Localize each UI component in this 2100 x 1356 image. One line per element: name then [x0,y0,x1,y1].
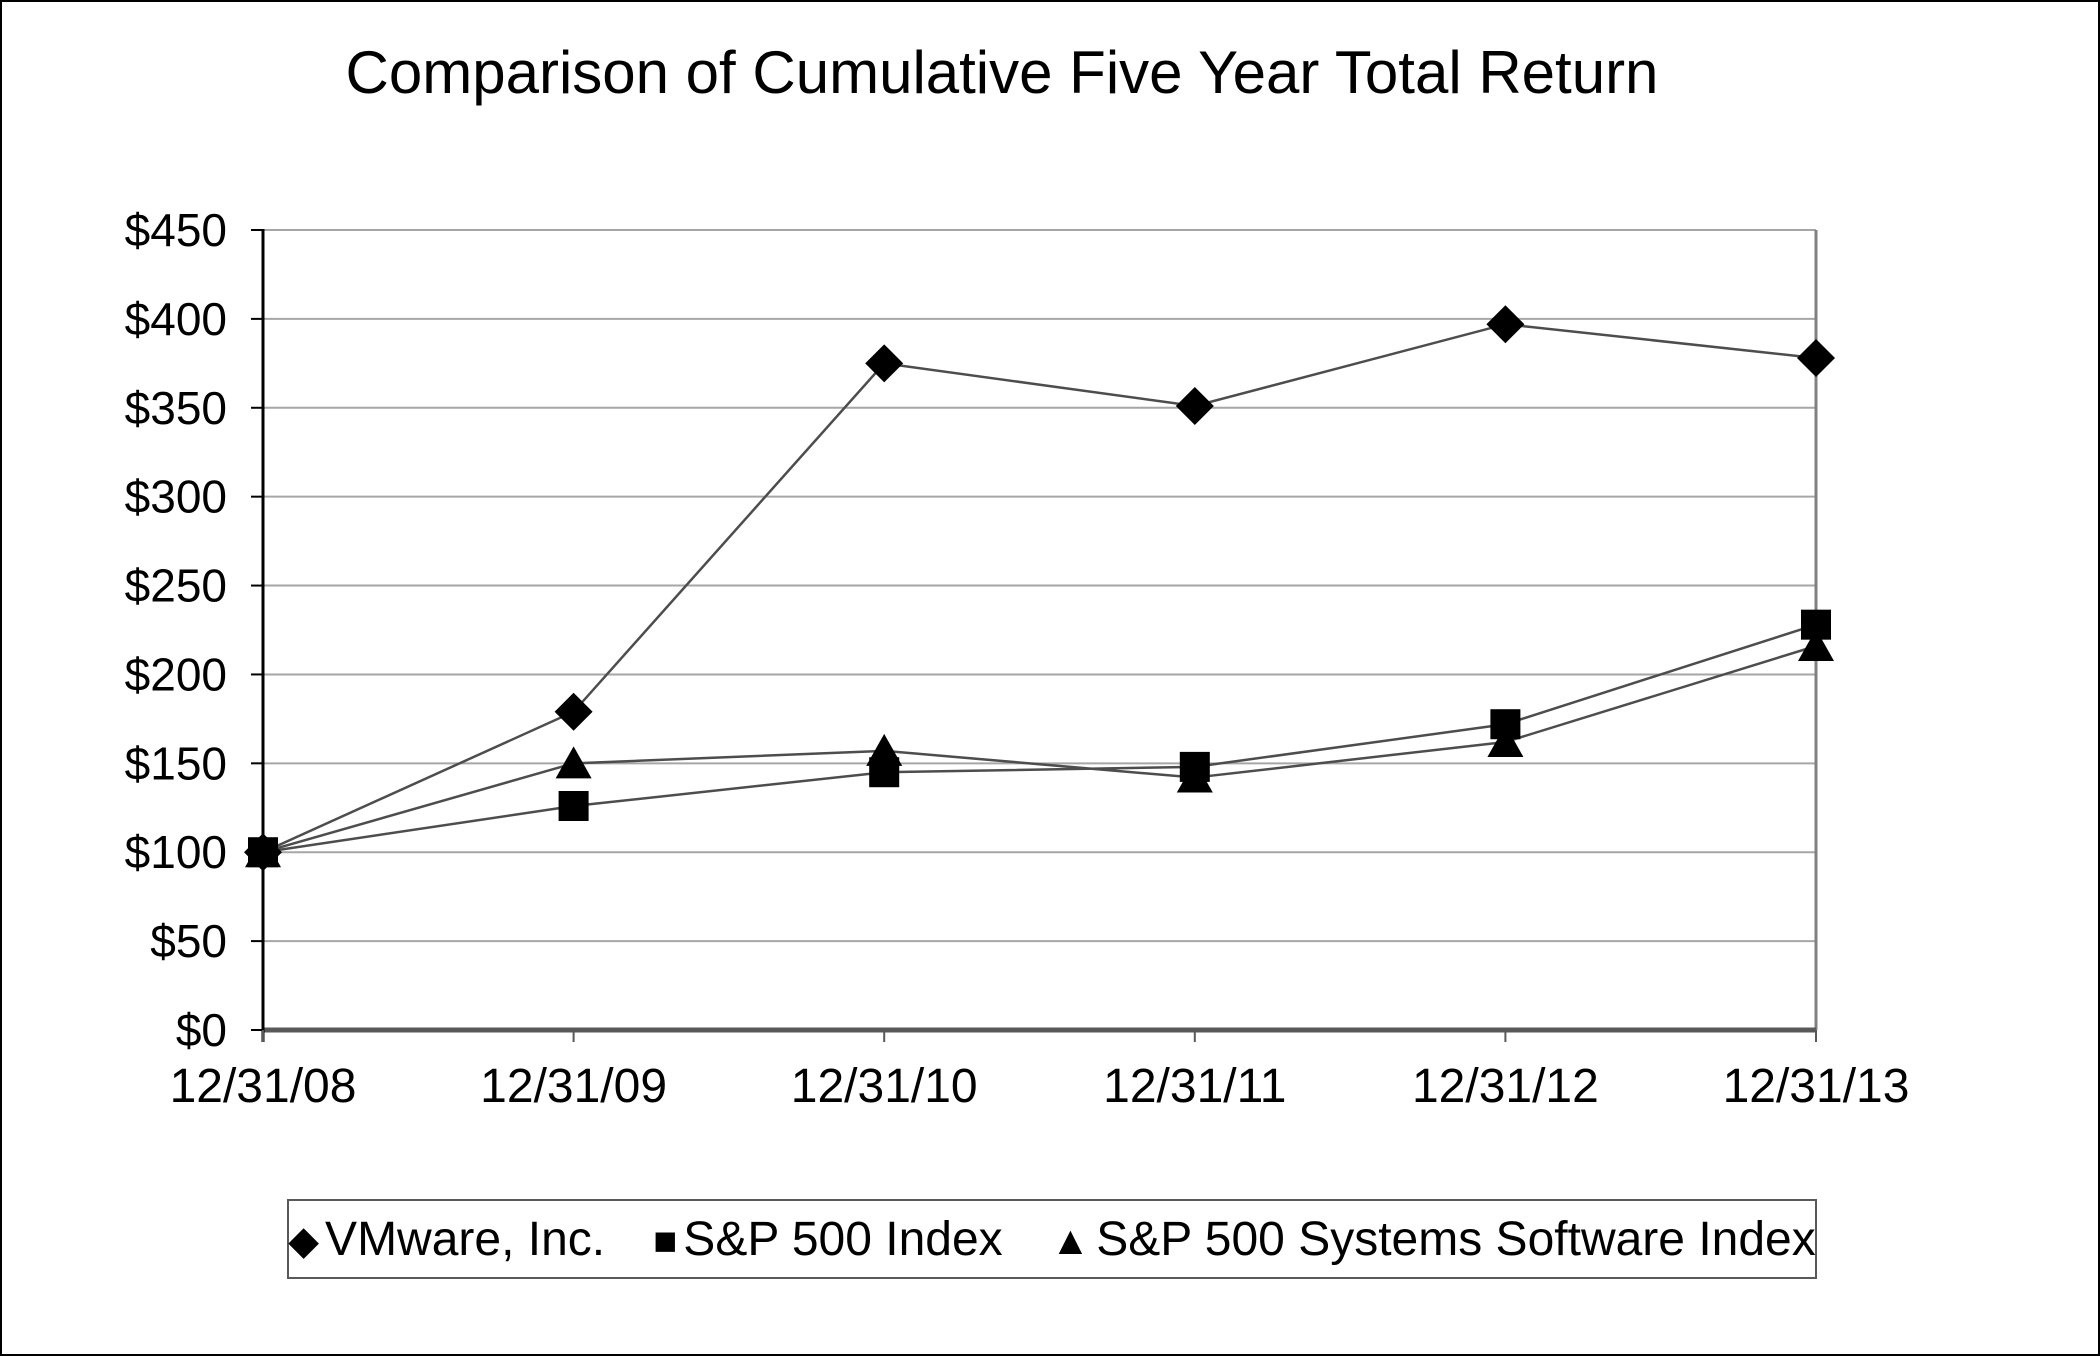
y-axis-label: $250 [125,560,227,612]
y-axis-label: $0 [176,1004,227,1056]
y-axis-label: $300 [125,471,227,523]
legend-label: S&P 500 Systems Software Index [1096,1212,1816,1266]
legend-label: VMware, Inc. [325,1212,606,1266]
triangle-marker [555,746,592,779]
x-axis-label: 12/31/10 [791,1060,978,1113]
series-line-diamond [262,322,1817,854]
y-axis-label: $150 [125,737,227,789]
square-marker [558,791,589,821]
triangle-marker [1176,760,1213,793]
diamond-marker [1797,339,1835,377]
series-line-triangle [262,644,1817,854]
y-axis-label: $400 [125,293,227,345]
y-axis-label: $50 [150,915,227,967]
x-axis-label: 12/31/12 [1412,1060,1599,1113]
y-axis-label: $100 [125,826,227,878]
x-axis-label: 12/31/13 [1723,1060,1910,1113]
legend-item: ▲ S&P 500 Systems Software Index [1051,1212,1816,1267]
x-axis-label: 12/31/09 [480,1060,667,1113]
series-line-square [262,623,1817,854]
triangle-icon: ▲ [1050,1219,1091,1263]
chart-title: Comparison of Cumulative Five Year Total… [345,39,1659,106]
diamond-marker [865,344,904,383]
square-icon: ■ [653,1219,678,1263]
diamond-icon: ◆ [288,1219,320,1263]
legend: ◆ VMware, Inc. ■ S&P 500 Index ▲ S&P 500 Syst… [287,1199,1817,1279]
legend-label: S&P 500 Index [683,1212,1003,1266]
legend-item: ◆ VMware, Inc. [288,1212,605,1267]
y-axis-label: $450 [125,204,227,256]
diamond-marker [554,692,593,731]
triangle-marker [1487,725,1524,757]
diamond-marker [1175,387,1214,425]
x-axis-label: 12/31/11 [1103,1060,1286,1113]
legend-item: ■ S&P 500 Index [653,1212,1003,1267]
triangle-marker [245,835,281,868]
y-axis-label: $350 [125,382,227,434]
x-axis-label: 12/31/08 [170,1060,357,1113]
diamond-marker [1486,305,1525,344]
triangle-marker [1798,629,1834,661]
y-axis-label: $200 [125,648,227,700]
triangle-marker [866,733,903,766]
